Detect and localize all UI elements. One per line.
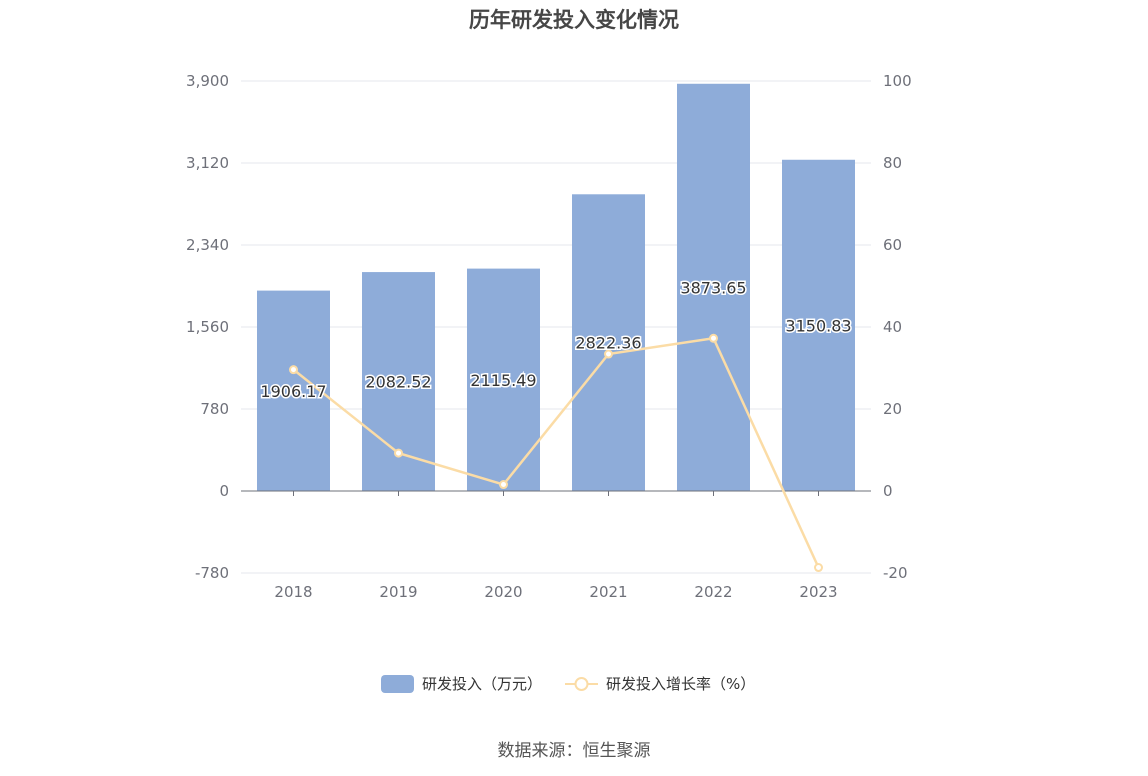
legend-bar-swatch [381, 675, 414, 693]
bar-value-label: 3150.83 [785, 316, 851, 335]
y-left-tick-label: 2,340 [186, 236, 229, 254]
chart-title: 历年研发投入变化情况 [469, 8, 679, 32]
x-tick-label: 2018 [274, 583, 312, 601]
growth-point [499, 480, 508, 490]
legend-bar-label: 研发投入（万元） [422, 675, 542, 693]
bar-value-label: 2082.52 [365, 373, 431, 392]
x-tick-label: 2022 [694, 583, 732, 601]
right-axis-ticks: -20 0 20 40 60 80 100 [883, 72, 912, 582]
legend-line-label: 研发投入增长率（%） [606, 675, 755, 693]
y-right-tick-label: 100 [883, 72, 912, 90]
bar-value-label: 2822.36 [575, 334, 641, 353]
growth-line [292, 336, 820, 569]
x-tick-label: 2020 [484, 583, 522, 601]
bar-value-label: 1906.17 [260, 382, 326, 401]
y-right-tick-label: 80 [883, 154, 902, 172]
y-right-tick-label: 20 [883, 400, 902, 418]
y-left-tick-label: -780 [195, 564, 229, 582]
y-left-tick-label: 3,120 [186, 154, 229, 172]
legend: 研发投入（万元） 研发投入增长率（%） [381, 675, 755, 693]
y-right-tick-label: 60 [883, 236, 902, 254]
left-axis-ticks: -780 0 780 1,560 2,340 3,120 3,900 [186, 72, 229, 582]
growth-point [394, 448, 403, 458]
x-axis: 2018 2019 2020 2021 2022 2023 [241, 490, 871, 601]
growth-point [289, 365, 298, 375]
line-series [289, 333, 823, 573]
x-tick-label: 2019 [379, 583, 417, 601]
bar [782, 159, 855, 491]
growth-point [709, 333, 718, 343]
y-left-tick-label: 0 [219, 482, 229, 500]
y-right-tick-label: -20 [883, 564, 908, 582]
legend-line-swatch-marker [574, 677, 589, 691]
y-right-tick-label: 40 [883, 318, 902, 336]
bar [257, 290, 330, 491]
source-note: 数据来源：恒生聚源 [497, 741, 651, 761]
bar [572, 194, 645, 492]
bar-value-label: 3873.65 [680, 278, 746, 297]
y-left-tick-label: 3,900 [186, 72, 229, 90]
bar-value-label: 2115.49 [470, 371, 536, 390]
y-left-tick-label: 780 [200, 400, 229, 418]
grid-lines [241, 80, 871, 574]
y-left-tick-label: 1,560 [186, 318, 229, 336]
growth-point [604, 349, 613, 359]
growth-point [814, 563, 823, 573]
bar-series [257, 83, 855, 492]
x-tick-label: 2023 [799, 583, 837, 601]
bar-labels: 1906.17 2082.52 2115.49 2822.36 3873.65 3150.… [259, 277, 853, 402]
y-right-tick-label: 0 [883, 482, 893, 500]
bar [677, 83, 750, 491]
x-tick-label: 2021 [589, 583, 627, 601]
